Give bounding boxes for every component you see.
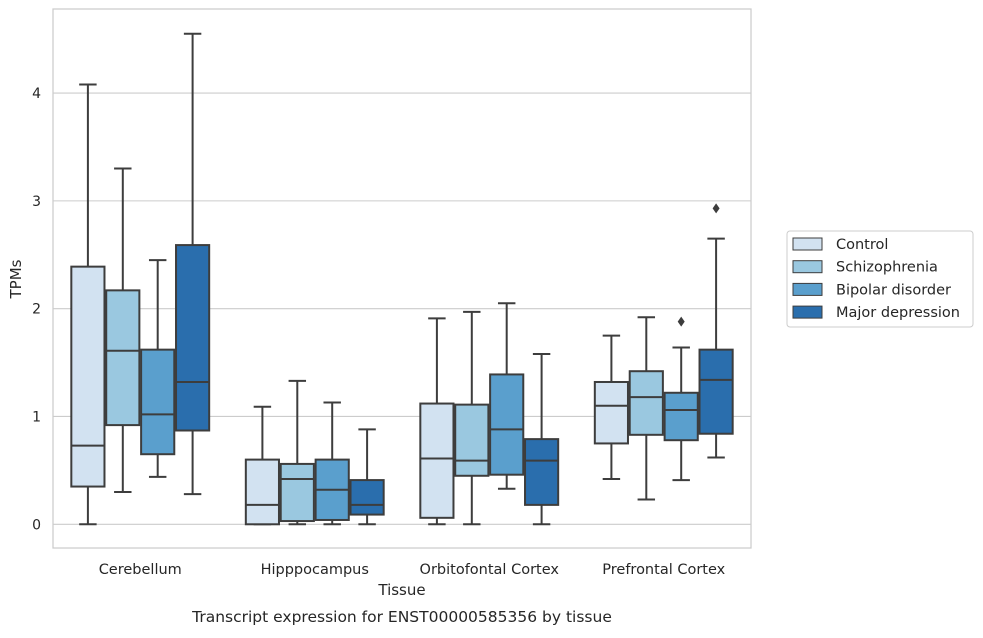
box-group — [140, 259, 176, 478]
box-group — [489, 302, 525, 490]
box-iqr — [489, 373, 525, 476]
plot-frame — [52, 8, 752, 549]
legend: Control Schizophrenia Bipolar disorder Majo… — [786, 230, 974, 328]
x-tick-label: Orbitofontal Cortex — [420, 562, 560, 578]
box-iqr — [105, 289, 141, 427]
x-tick-labels: Cerebellum Hipppocampus Orbitofontal Corte… — [99, 562, 726, 578]
y-axis-label: TPMs — [7, 259, 25, 299]
box-group — [244, 405, 280, 526]
x-tick-label: Prefrontal Cortex — [602, 562, 725, 578]
box-group — [593, 334, 629, 481]
box-iqr — [698, 348, 734, 435]
box-group — [698, 203, 734, 459]
legend-label: Control — [836, 237, 888, 253]
box-iqr — [175, 244, 211, 432]
y-tick-label: 4 — [32, 86, 41, 102]
box-iqr — [454, 403, 490, 477]
legend-frame — [786, 230, 974, 328]
y-tick-label: 3 — [32, 194, 41, 210]
box-group — [628, 316, 664, 501]
x-tick-label: Hipppocampus — [261, 562, 369, 578]
box-group — [349, 428, 385, 526]
legend-swatch — [792, 260, 823, 274]
legend-label: Bipolar disorder — [836, 282, 951, 298]
box-iqr — [140, 348, 176, 456]
y-tick-label: 1 — [32, 409, 41, 425]
box-iqr — [593, 380, 629, 445]
box-group — [105, 167, 141, 493]
outlier-point — [677, 316, 685, 327]
legend-swatch — [792, 282, 823, 296]
box-iqr — [349, 479, 385, 516]
box-group — [419, 317, 455, 526]
box-iqr — [279, 462, 315, 523]
box-group — [663, 316, 699, 482]
chart-caption: Transcript expression for ENST0000058535… — [191, 608, 612, 626]
box-group — [175, 32, 211, 496]
legend-label: Schizophrenia — [836, 260, 938, 276]
legend-swatch — [792, 305, 823, 319]
y-tick-label: 2 — [32, 302, 41, 318]
y-tick-label: 0 — [32, 517, 41, 533]
y-tick-labels: 0 1 2 3 4 — [32, 86, 41, 533]
box-series — [70, 32, 734, 526]
box-iqr — [663, 391, 699, 442]
box-iqr — [524, 438, 560, 506]
box-group — [70, 83, 106, 526]
box-group — [314, 401, 350, 526]
legend-label: Major depression — [836, 305, 960, 321]
box-iqr — [70, 265, 106, 488]
box-group — [524, 352, 560, 526]
x-tick-label: Cerebellum — [99, 562, 182, 578]
box-iqr — [419, 402, 455, 519]
box-iqr — [628, 370, 664, 436]
x-axis-label: Tissue — [377, 581, 425, 599]
box-group — [454, 310, 490, 526]
outlier-point — [712, 203, 720, 214]
box-iqr — [244, 458, 280, 526]
legend-swatch — [792, 237, 823, 251]
box-group — [279, 379, 315, 526]
